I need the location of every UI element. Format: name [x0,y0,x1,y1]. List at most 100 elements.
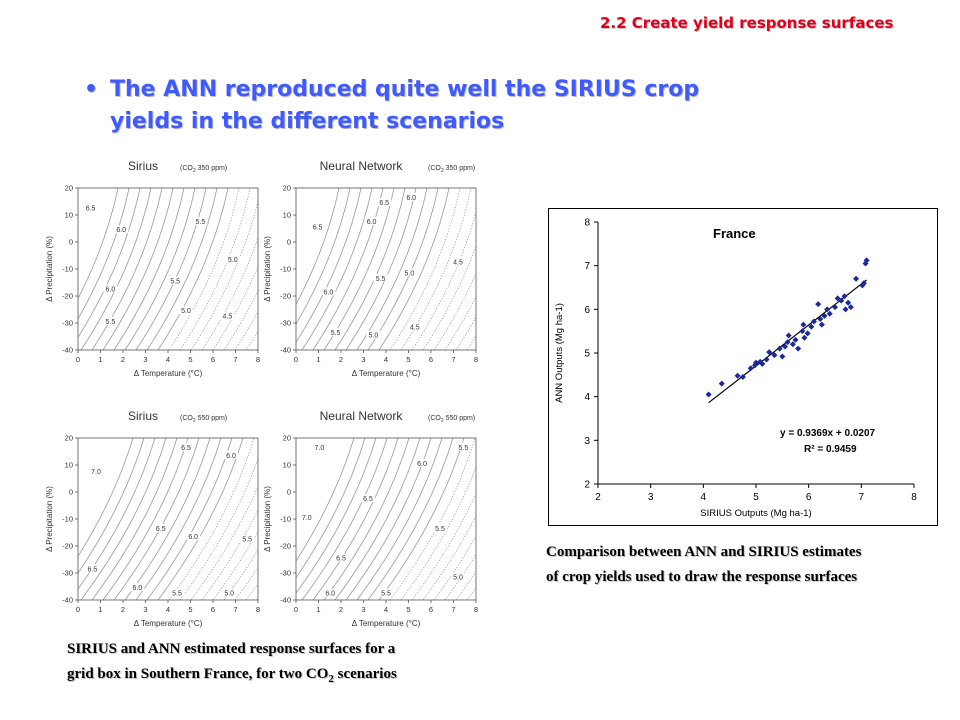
contour-line [296,438,377,594]
contour-label: 7.0 [315,445,325,452]
contour-label-bg [334,553,348,562]
contour-line [478,188,540,350]
contour-label: 6.5 [86,206,96,213]
contour-panel-4: Neural Network (CO2 550 ppm) 0 1 2 3 4 5 6 7 8 20 10… [263,409,540,628]
contour-line [91,438,178,600]
contour-label-bg [299,513,314,521]
contour-label: 5.5 [381,591,391,598]
contour-line [296,438,355,562]
x-tick-label: 3 [361,605,365,614]
x-tick-label: 1 [98,355,102,364]
y-tick-label: 0 [287,238,291,247]
contour-label: 6.0 [367,219,377,226]
contour-line [489,188,540,350]
contour-line [466,586,476,600]
contour-label: 7.0 [302,515,312,522]
contour-line [179,188,251,350]
contour-label: 5.0 [369,333,379,340]
x-tick-label: 5 [753,492,759,503]
x-tick-label: 8 [256,355,260,364]
contour-line [113,188,185,350]
contour-label: 6.0 [324,289,334,296]
panel-frame [295,437,477,601]
y-tick-label: -40 [280,596,291,605]
x-tick-label: 8 [256,605,260,614]
contour-line [411,211,476,350]
contour-line [78,188,119,300]
contour-line [511,438,540,600]
contour-label: 4.5 [453,260,463,267]
contour-label-bg [364,217,379,226]
y-tick-label: 8 [584,218,590,229]
x-tick-label: 0 [76,355,80,364]
contour-line [135,188,207,350]
x-tick-label: 4 [166,355,170,364]
contour-label-bg [130,583,145,592]
x-tick-label: 6 [211,355,215,364]
x-tick-label: 7 [233,355,237,364]
x-tick-label: 7 [451,355,455,364]
data-point [821,312,828,319]
y-tick-label: -30 [62,569,73,578]
y-tick-label: 4 [584,392,590,403]
contour-label: 5.5 [331,330,341,337]
contour-line [223,289,258,350]
contour-label: 5.0 [453,574,463,581]
contour-line [212,265,258,350]
contour-label: 5.5 [459,445,469,452]
contour-label-bg [366,330,381,339]
data-point [832,304,838,311]
data-point [826,310,833,317]
contour-panel-2: Neural Network (CO2 350 ppm) 0 1 2 3 4 5 6 7 8 20 10… [263,159,540,378]
data-point [804,330,811,337]
r-squared: R² = 0.9459 [804,444,857,455]
y-tick-label: 5 [584,349,590,360]
contour-label: 4.5 [410,324,420,331]
contour-label-bg [402,268,417,277]
contour-line [500,438,540,600]
data-point [759,360,766,367]
contour-line [201,509,258,600]
panel-title: Neural Network [320,409,404,423]
contour-lines [296,438,540,600]
data-point [776,345,783,352]
contour-line [290,188,360,350]
y-tick-label: 0 [69,488,73,497]
data-point [845,299,852,306]
contour-label-bg [222,588,237,597]
contour-line [124,188,196,350]
contour-line [389,188,461,350]
contour-line [478,438,540,600]
contour-line [466,335,476,350]
bullet-marker: • [84,77,99,102]
data-point [863,257,870,264]
data-point [771,352,778,359]
scatter-chart: 2 3 4 5 6 7 8 2 3 4 5 6 7 8 SIRIUS Outputs (Mg ha-1) AN… [548,208,938,526]
y-tick-label: -20 [62,542,73,551]
data-point [800,321,807,328]
contour-line [433,535,476,600]
y-tick-label: -40 [280,346,291,355]
contour-line [157,438,244,600]
contour-line [190,199,258,350]
contour-label-bg [379,588,393,597]
data-point [824,306,831,313]
panel-co2-label: (CO2 550 ppm) [428,415,475,424]
contour-line [78,438,145,574]
caption-right-line-2: of crop yields used to draw the response… [546,569,858,585]
x-tick-label: 4 [701,492,707,503]
contour-label: 5.5 [435,526,445,533]
contour-label: 6.5 [336,556,346,563]
contour-label-bg [89,467,103,476]
y-tick-label: -30 [62,319,73,328]
data-point [860,280,867,287]
contour-lines [78,188,360,350]
contour-label: 5.5 [106,319,116,326]
chart-border [548,208,938,526]
contour-line [296,438,366,579]
contour-label-bg [361,494,375,503]
x-tick-label: 0 [76,605,80,614]
section-title: 2.2 Create yield response surfaces [600,14,894,32]
data-point [808,323,815,330]
contour-label: 6.0 [417,461,427,468]
